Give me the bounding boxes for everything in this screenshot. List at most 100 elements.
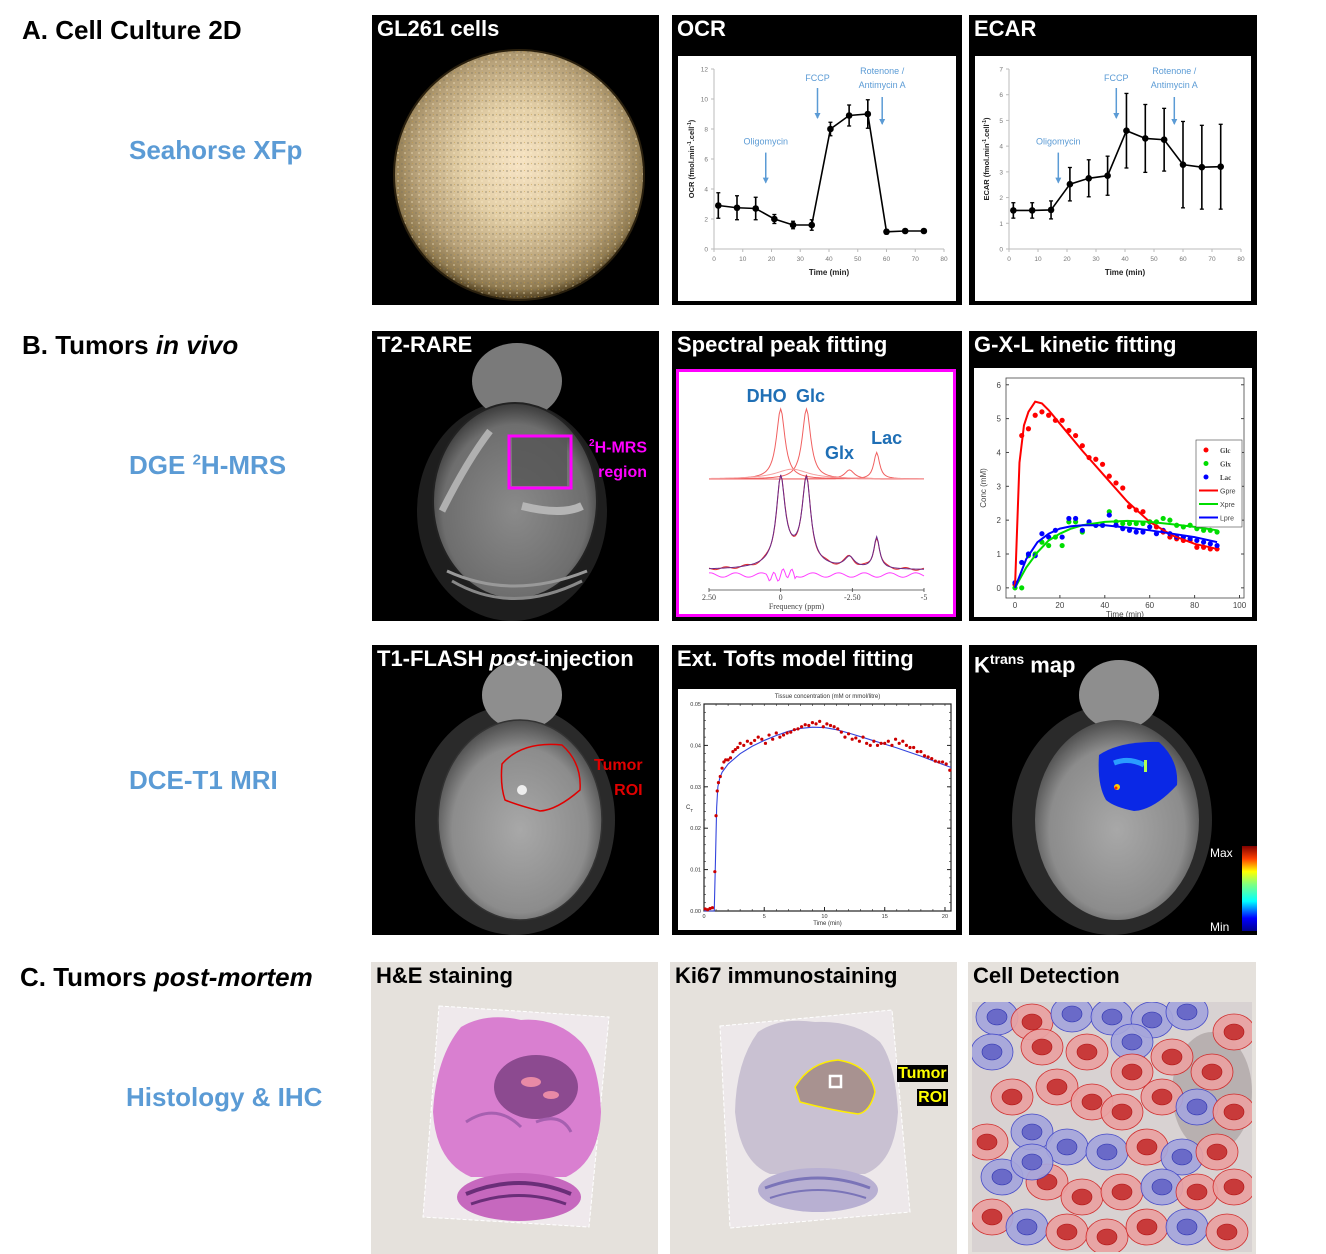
positive-nucleus <box>1031 1038 1053 1056</box>
y-tick-label: 2 <box>704 217 708 224</box>
y-tick-label: 8 <box>704 127 708 134</box>
panel-gxl-kinetic-fitting: G-X-L kinetic fitting 0 1 2 3 4 5 6 0 20 40 60 80 10… <box>969 331 1257 621</box>
panel-he-staining: H&E staining <box>371 962 658 1254</box>
ktrans-title-sup: trans <box>989 651 1025 667</box>
dge-suffix: H-MRS <box>200 450 287 480</box>
data-point <box>893 737 898 741</box>
y-tick-label: 4 <box>704 187 708 194</box>
negative-nucleus <box>1016 1218 1038 1236</box>
y-tick-label: 6 <box>997 381 1002 390</box>
negative-nucleus <box>1171 1148 1193 1166</box>
y-tick-label: 5 <box>999 118 1003 125</box>
legend-label: Xpre <box>1220 502 1235 509</box>
data-point-Glc <box>1073 432 1079 439</box>
data-point-Lac <box>1147 524 1153 530</box>
colorbar-min-label: Min <box>1210 920 1230 934</box>
tumor-roi-line2: ROI <box>614 782 643 799</box>
y-tick-label: 0 <box>999 247 1003 254</box>
ki67-roi-line2: ROI <box>917 1089 948 1106</box>
data-point-Lac <box>1059 534 1065 540</box>
section-a-label: A. Cell Culture 2D <box>22 15 242 46</box>
data-point <box>1047 206 1055 214</box>
colorbar <box>1242 846 1257 931</box>
x-tick-label: 70 <box>1208 256 1216 263</box>
t1-flash-mri-image <box>415 660 615 935</box>
t2-rare-mri-image <box>417 343 607 621</box>
x-tick-label: 70 <box>912 256 920 263</box>
dge-prefix: DGE <box>129 450 193 480</box>
negative-nucleus <box>1176 1218 1198 1236</box>
legend-marker-Glc <box>1203 447 1209 453</box>
negative-nucleus <box>1096 1143 1118 1161</box>
data-point <box>708 906 712 911</box>
t1-flash-title-italic: post <box>489 646 536 671</box>
olfactory-bulb <box>482 660 562 730</box>
ki67-histology-image <box>719 1009 911 1229</box>
panel-ktrans-map: Ktrans map Max Min <box>969 645 1257 935</box>
positive-nucleus <box>1223 1178 1245 1196</box>
annotation-arrowhead <box>1113 113 1120 119</box>
data-point <box>832 725 836 729</box>
negative-nucleus <box>1186 1098 1208 1116</box>
data-point <box>796 727 800 731</box>
positive-nucleus <box>1001 1088 1023 1106</box>
data-point <box>778 735 782 739</box>
annotation-label-line2: Antimycin A <box>1151 80 1198 90</box>
he-title: H&E staining <box>376 963 513 988</box>
data-point <box>843 735 847 739</box>
mrs-region-sup: 2 <box>589 438 595 449</box>
data-point <box>774 731 778 735</box>
data-point <box>940 760 945 764</box>
data-point <box>733 747 737 752</box>
negative-nucleus <box>1061 1005 1083 1023</box>
technique-seahorse: Seahorse XFp <box>129 135 303 165</box>
y-tick-label: 0 <box>997 584 1002 593</box>
x-tick-label: 80 <box>1190 601 1199 610</box>
data-point <box>861 735 865 739</box>
tumor-region <box>512 436 567 486</box>
cell-detection-image <box>972 1002 1252 1252</box>
section-b-text: B. Tumors <box>22 330 156 360</box>
ecar-title: ECAR <box>974 16 1037 41</box>
data-point <box>807 723 811 728</box>
data-point <box>865 741 869 745</box>
section-c-text: C. Tumors <box>20 962 154 992</box>
data-point <box>886 739 890 743</box>
t1-flash-title-main: T1-FLASH <box>377 646 490 671</box>
ki67-roi-label: Tumor ROI <box>897 1062 948 1110</box>
data-point <box>785 731 789 735</box>
data-point <box>731 750 735 754</box>
x-tick-label: 0 <box>779 593 783 602</box>
annotation-arrowhead <box>1055 177 1062 184</box>
he-histology-image <box>422 1005 610 1228</box>
data-point-Glx <box>1046 542 1052 549</box>
x-tick-label: 50 <box>1150 256 1158 263</box>
panel-ocr: OCR 0 2 4 6 8 10 12 0 10 20 30 40 50 60 70 80 Time (min)… <box>672 15 962 305</box>
data-point <box>799 725 804 729</box>
panel-t1-flash: T1-FLASH post-injection Tumor ROI <box>372 645 659 935</box>
y-tick-label: 5 <box>997 415 1002 424</box>
t1-flash-title-suffix: -injection <box>535 646 634 671</box>
x-tick-label: 10 <box>821 914 827 920</box>
data-point <box>879 741 883 745</box>
data-point <box>1066 180 1074 188</box>
data-point-Lac <box>1200 539 1207 545</box>
data-point <box>792 728 796 732</box>
y-tick-label: 7 <box>999 67 1003 74</box>
data-point <box>904 743 909 747</box>
technique-dge-mrs: DGE 2H-MRS <box>129 450 286 481</box>
data-point-Glx <box>1120 520 1126 527</box>
tumor-roi-label: Tumor ROI <box>594 753 643 803</box>
data-point <box>1085 174 1093 182</box>
negative-nucleus <box>1021 1153 1043 1171</box>
peak-label: Glx <box>825 443 854 463</box>
cell-detection-title: Cell Detection <box>973 963 1120 988</box>
annotation-label: Oligomycin <box>743 137 788 147</box>
panel-cell-detection: Cell Detection <box>968 962 1256 1254</box>
data-point-Glc <box>1093 456 1099 462</box>
gl261-title: GL261 cells <box>377 16 500 41</box>
x-tick-label: 0 <box>702 914 705 920</box>
data-point <box>883 741 887 745</box>
data-point <box>742 743 746 747</box>
data-point <box>897 741 901 745</box>
